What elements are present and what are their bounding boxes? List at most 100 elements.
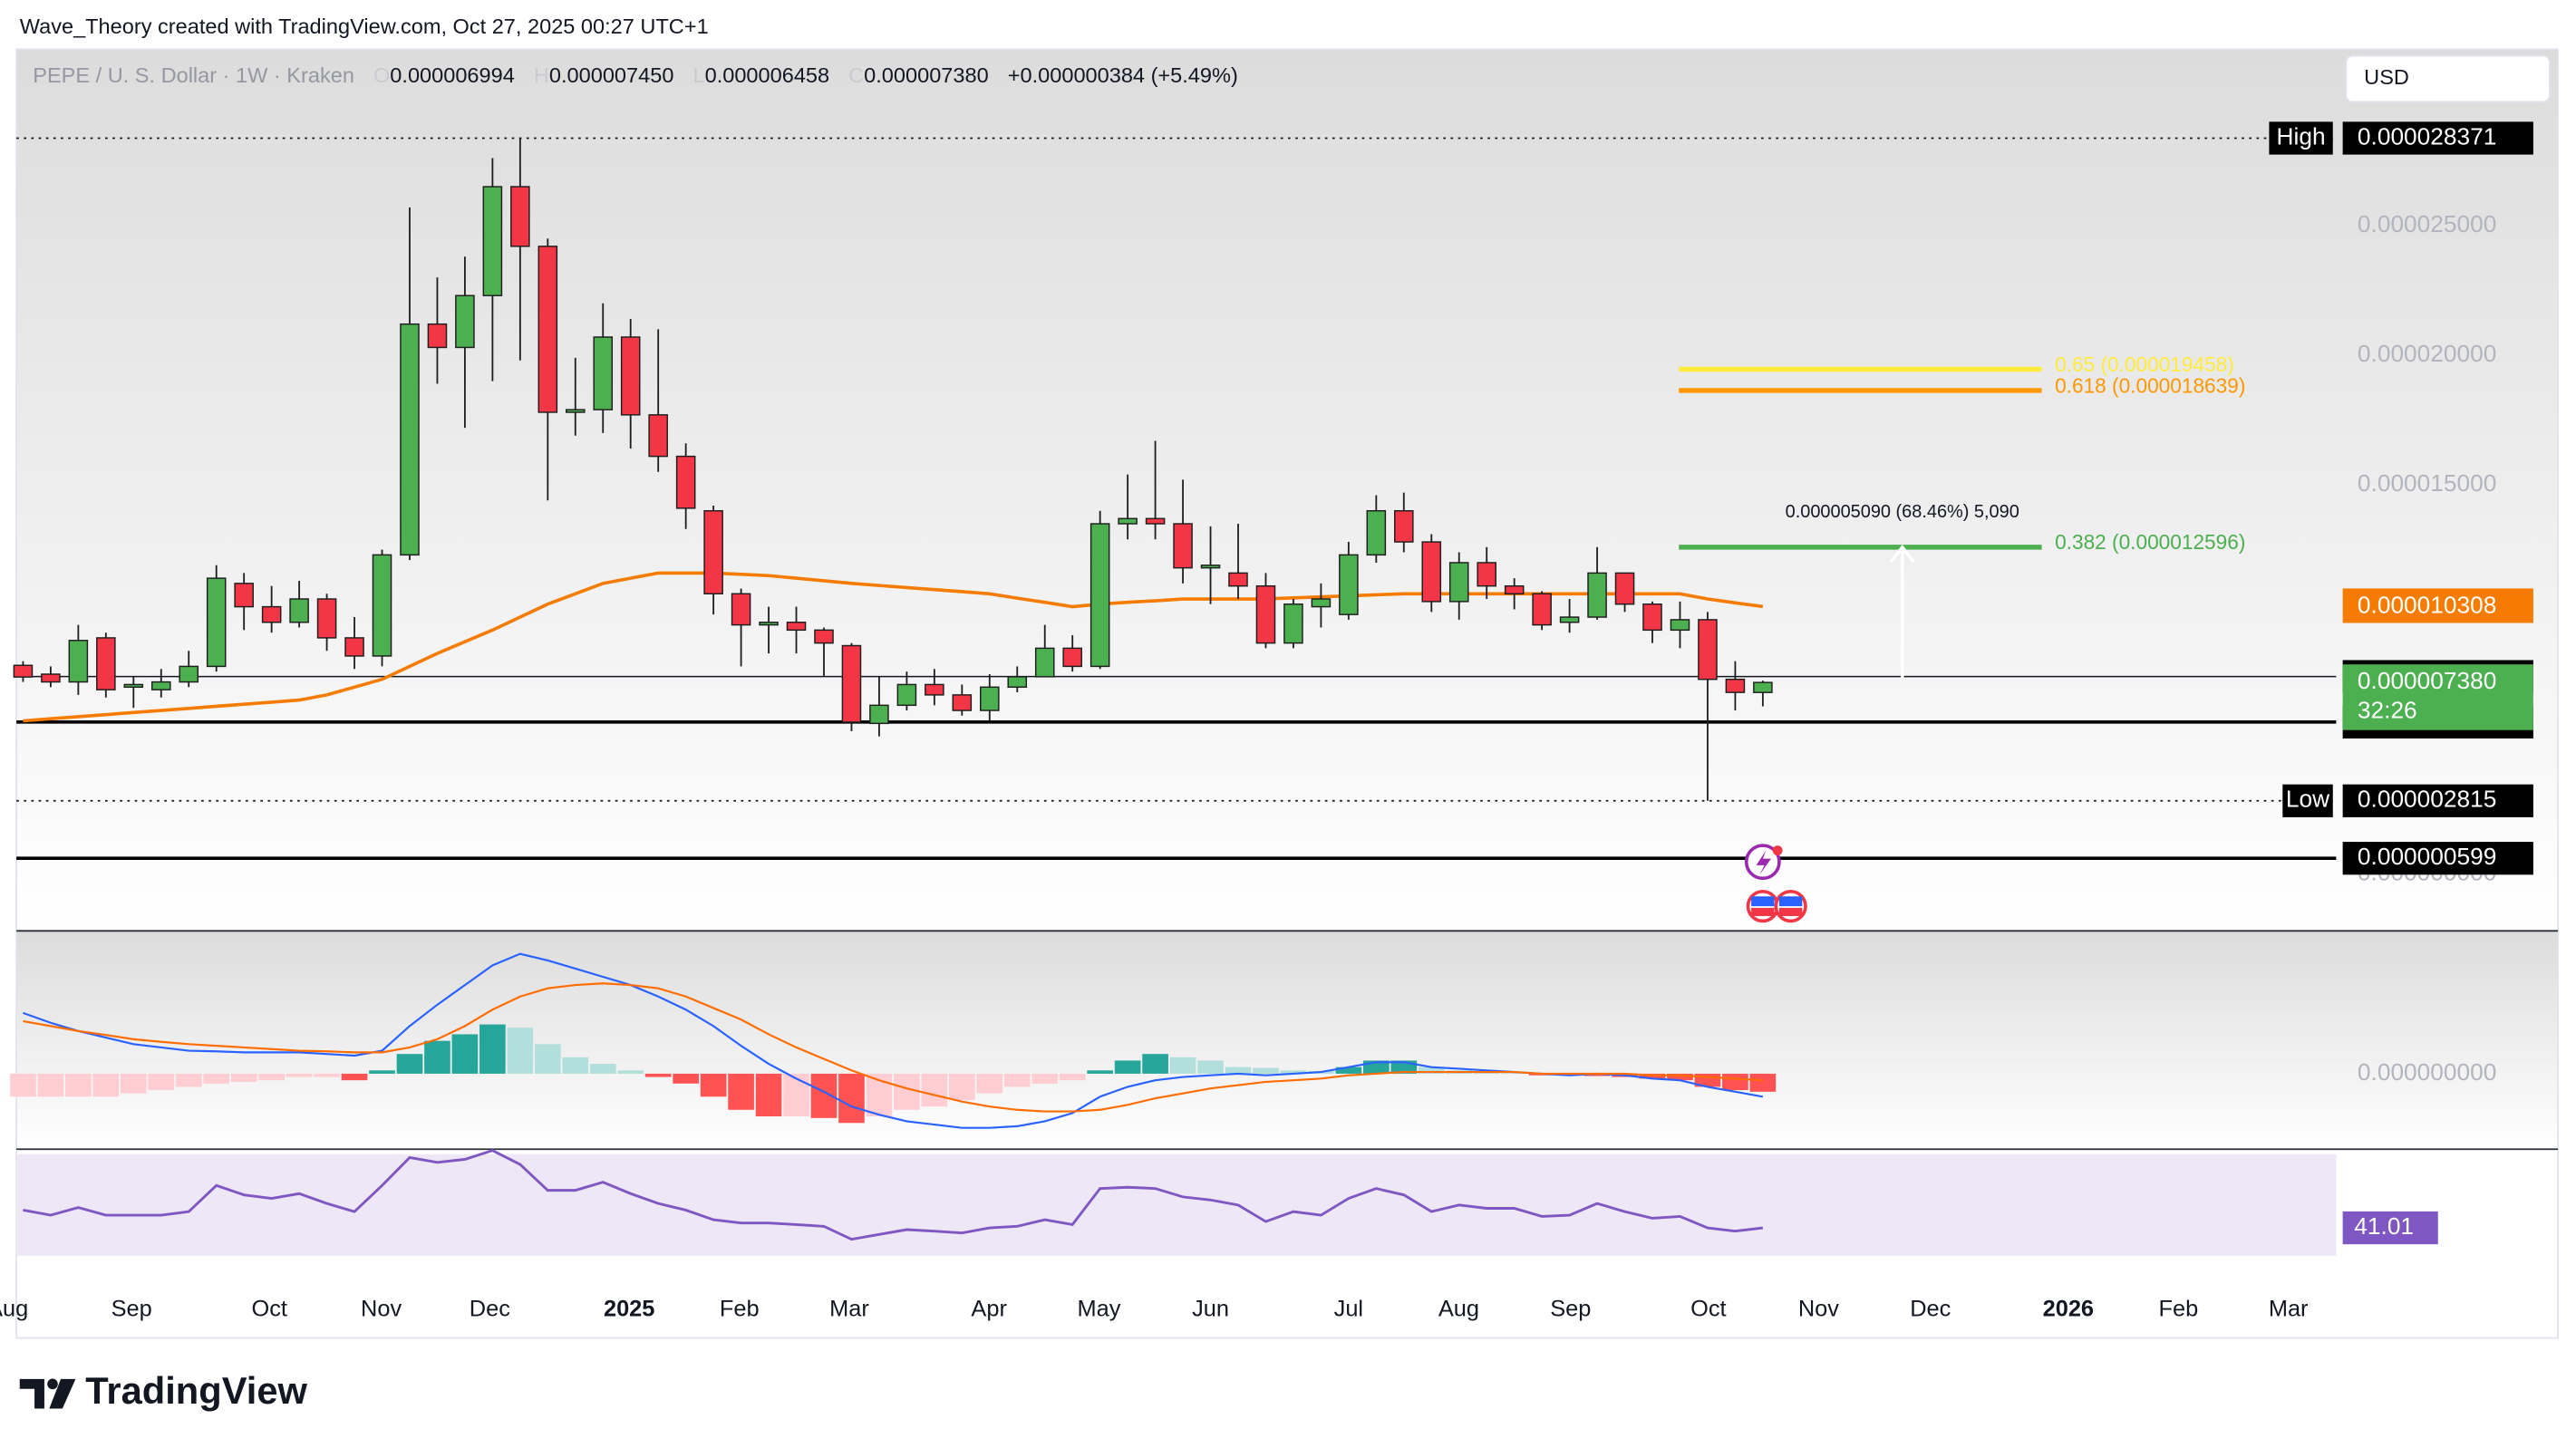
x-tick-label: Mar [2269,1297,2309,1322]
x-tick-label: Oct [1690,1297,1726,1322]
currency-button[interactable] [2345,54,2551,103]
x-tick-label: Dec [470,1297,510,1322]
extreme-tag: High [2277,122,2326,150]
flag [1778,896,1803,907]
price-tag-box [2342,664,2533,730]
legend-key: O [373,63,390,87]
candle-body [1642,603,1662,632]
candle-body [896,683,917,707]
level-tag: 0.000000599 [2358,843,2496,870]
histogram-bar [1501,1073,1527,1074]
x-tick-label: Aug [1438,1297,1479,1322]
candle-body [96,637,116,690]
candle-body [1448,562,1469,603]
candle-body [1366,509,1387,556]
histogram-bar [534,1044,561,1074]
histogram-bar [148,1073,175,1091]
histogram-bar [1059,1073,1086,1081]
histogram-bar [258,1073,285,1081]
x-tick-label: Aug [0,1297,28,1322]
x-tick-label: Nov [1798,1297,1839,1322]
histogram-bar [1142,1054,1168,1074]
flag [1751,896,1775,907]
histogram-bar [1197,1060,1224,1074]
histogram-bar [976,1073,1003,1094]
histogram-bar [1583,1073,1611,1076]
symbol-legend: PEPE / U. S. Dollar · 1W · Kraken O0.000… [33,63,1238,87]
extreme-tag-box [2269,121,2333,155]
candle-body [786,622,807,632]
histogram-bar [589,1064,616,1074]
x-tick-label: Nov [361,1297,402,1322]
candle-body [1200,565,1221,569]
histogram-bar [314,1073,340,1077]
histogram-bar [617,1070,644,1074]
legend-value: 0.000006458 [705,63,830,87]
x-tick-label: Feb [720,1297,760,1322]
histogram-bar [644,1073,672,1077]
candle-body [1421,541,1442,603]
histogram-bar [1253,1067,1279,1074]
macd-line [23,952,1764,1129]
histogram-bar [783,1073,809,1117]
histogram-bar [700,1073,727,1097]
price-tag-box [2342,588,2533,623]
fib-label: 0.618 (0.000018639) [2055,373,2245,397]
rsi-tag-box [2342,1211,2438,1245]
currency-label[interactable]: USD [2364,65,2409,89]
candle-body [1173,523,1193,569]
fib-label: 0.65 (0.000019458) [2055,352,2234,376]
candle-body [344,637,364,657]
candle-body [1725,678,1746,693]
legend-value: 0.000006994 [390,63,515,87]
histogram-bar [10,1073,36,1097]
plot-layer: Aug Sep Oct Nov Dec 2025 Feb Mar Apr May Jun Jul Aug… [0,137,2496,1322]
logo-text: TradingView [85,1369,307,1412]
histogram-bar [728,1073,754,1110]
logo: TradingView [19,1369,308,1412]
candle-body [620,336,641,416]
x-tick-label: Mar [829,1297,869,1322]
x-tick-label: Apr [971,1297,1007,1322]
candle-body [731,593,751,626]
candle-body [925,683,944,696]
candle-body [869,704,889,725]
candle-body [1504,584,1525,595]
candle-body [123,683,144,689]
histogram-bar [1114,1060,1141,1074]
rsi-tag: 41.01 [2354,1212,2414,1240]
candle-body [510,186,530,247]
candle-body [482,186,503,296]
y-tick-label: 0.000025000 [2358,210,2496,237]
legend-value: 0.000007380 [864,63,989,87]
histogram-bar [92,1073,120,1097]
measure-label: 0.000005090 (68.46%) 5,090 [1786,502,2019,522]
candle-body [1007,676,1028,689]
level-tag-box [2342,784,2533,817]
histogram-bar [424,1040,450,1074]
candle-body [1062,647,1082,668]
flag [1778,907,1803,916]
measure-arrowhead [1889,544,1915,564]
legend-change: +0.000000384 (+5.49%) [1008,63,1238,87]
macd-pane [16,931,2559,1150]
legend-key: C [848,63,864,87]
candle-body [1559,616,1580,623]
candle-body [1753,681,1773,693]
candle-body [1118,517,1138,525]
y-tick-label: 0.000020000 [2358,340,2496,367]
x-tick-label: Dec [1910,1297,1951,1322]
histogram-bar [175,1073,202,1087]
x-tick-label: Feb [2159,1297,2199,1322]
candle-body [1394,509,1414,543]
histogram-bar [894,1073,920,1110]
candle-body [400,323,420,556]
level-tag: 0.000002815 [2358,786,2496,813]
fib-label: 0.382 (0.000012596) [2055,530,2245,554]
y-tick-label: 0.000000000 [2358,1058,2496,1086]
histogram-bar [1031,1073,1059,1084]
caption: Wave_Theory created with TradingView.com… [20,14,709,38]
histogram-bar [37,1073,64,1097]
x-tick-label: Sep [111,1297,152,1322]
